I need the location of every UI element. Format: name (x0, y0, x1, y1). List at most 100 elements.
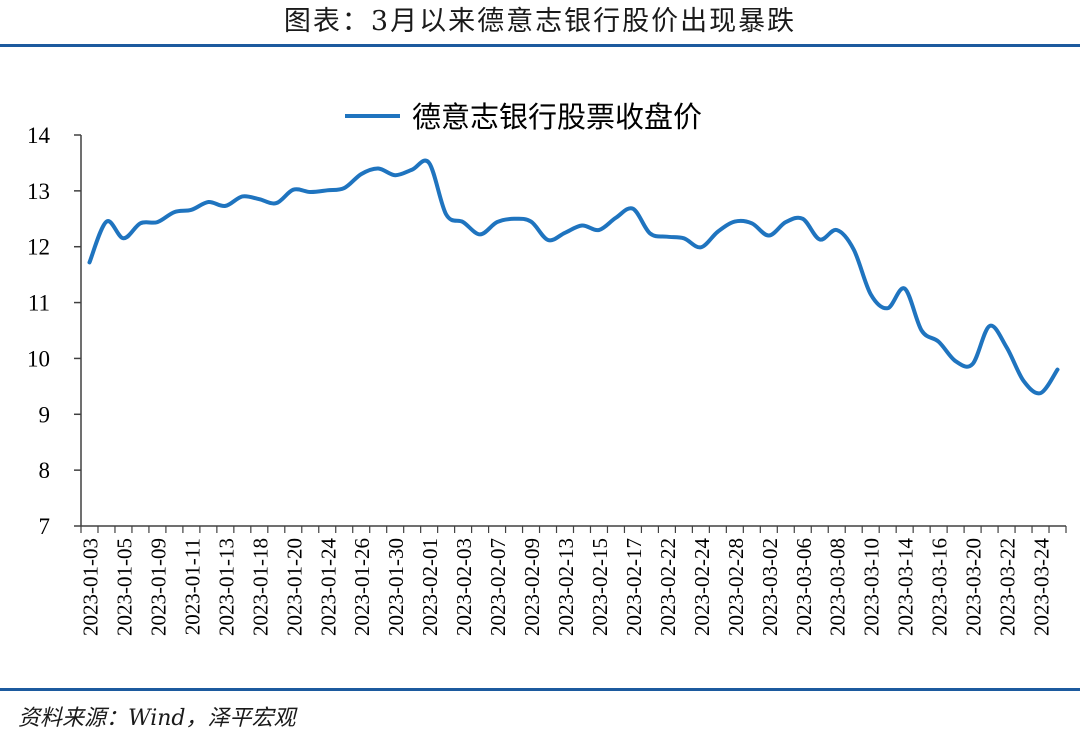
data-point (700, 246, 702, 248)
x-tick-label: 2023-01-18 (248, 538, 272, 636)
source-note: 资料来源：Wind，泽平宏观 (18, 706, 296, 731)
data-point (241, 195, 243, 197)
x-tick-label: 2023-02-22 (656, 538, 680, 636)
data-point (326, 189, 328, 191)
data-point (530, 221, 532, 223)
y-tick-label: 13 (27, 179, 50, 204)
x-tick-label: 2023-03-14 (894, 538, 918, 636)
y-tick-label: 8 (39, 458, 51, 483)
x-tick-label: 2023-01-05 (112, 538, 136, 636)
data-point (785, 221, 787, 223)
data-point (564, 232, 566, 234)
y-tick-label: 9 (39, 402, 51, 427)
data-point (1022, 380, 1025, 382)
data-point (105, 221, 108, 223)
data-point (649, 232, 651, 234)
x-tick-label: 2023-02-28 (724, 538, 748, 636)
x-axis-ticks: 2023-01-03 2023-01-05 2023-01-09 2023-01-11… (78, 526, 1067, 636)
data-point (615, 217, 617, 219)
data-point (734, 221, 736, 223)
data-point (343, 187, 345, 189)
data-point (921, 329, 923, 332)
top-rule (0, 44, 1080, 47)
x-tick-label: 2023-01-03 (78, 538, 102, 636)
data-point (156, 221, 158, 223)
data-point (428, 162, 430, 164)
x-tick-label: 2023-01-09 (146, 538, 170, 636)
x-tick-label: 2023-02-09 (520, 538, 544, 636)
x-tick-label: 2023-03-08 (826, 538, 850, 636)
data-point (411, 169, 413, 171)
x-tick-label: 2023-03-10 (860, 538, 884, 636)
x-tick-label: 2023-02-24 (690, 538, 714, 636)
data-point (513, 218, 515, 220)
x-tick-label: 2023-01-20 (282, 538, 306, 636)
x-tick-label: 2023-02-07 (486, 538, 510, 636)
data-point (462, 221, 464, 223)
data-point (479, 233, 481, 235)
data-point (598, 229, 600, 231)
data-point (173, 211, 175, 213)
chart-series (87, 158, 1060, 396)
x-tick-label: 2023-01-13 (214, 538, 238, 636)
x-tick-label: 2023-01-30 (384, 538, 408, 636)
data-point (224, 205, 226, 207)
x-tick-label: 2023-03-16 (928, 538, 952, 636)
data-point (989, 325, 991, 327)
data-point (666, 236, 668, 238)
data-point (802, 218, 804, 220)
x-tick-label: 2023-03-02 (758, 538, 782, 636)
y-tick-label: 7 (39, 514, 51, 539)
series-line (87, 158, 1060, 396)
y-tick-label: 14 (27, 123, 51, 148)
bottom-rule (0, 688, 1080, 691)
x-tick-label: 2023-01-11 (180, 538, 204, 635)
chart-axes (80, 135, 1066, 527)
data-point (258, 198, 260, 200)
x-tick-label: 2023-02-03 (452, 538, 476, 636)
chart-legend: 德意志银行股票收盘价 (345, 100, 702, 134)
data-point (581, 224, 583, 227)
data-point (1039, 392, 1042, 394)
data-point (496, 221, 498, 223)
data-point (275, 202, 277, 204)
data-point (1056, 369, 1059, 371)
data-point (717, 231, 719, 233)
x-tick-label: 2023-02-15 (588, 538, 612, 636)
data-point (683, 237, 685, 239)
data-point (938, 341, 940, 343)
page-title: 图表：3月以来德意志银行股价出现暴跌 (283, 6, 797, 37)
data-point (377, 167, 379, 170)
y-tick-label: 11 (28, 291, 50, 316)
x-tick-label: 2023-03-22 (996, 538, 1020, 636)
data-point (751, 222, 753, 224)
x-tick-label: 2023-02-13 (554, 538, 578, 636)
y-tick-label: 12 (27, 235, 50, 260)
x-tick-label: 2023-02-01 (418, 538, 442, 636)
x-tick-label: 2023-03-20 (962, 538, 986, 636)
x-tick-label: 2023-03-06 (792, 538, 816, 636)
data-point (955, 360, 957, 362)
data-point (768, 234, 770, 237)
data-point (139, 222, 141, 224)
x-tick-label: 2023-02-17 (622, 538, 646, 636)
data-point (904, 288, 906, 290)
data-point (207, 201, 209, 203)
data-point (122, 237, 125, 239)
y-tick-label: 10 (27, 346, 50, 371)
data-point (1006, 346, 1008, 348)
data-point (972, 363, 974, 365)
data-point (853, 248, 855, 251)
y-axis-ticks: 7 8 9 10 11 12 13 14 (27, 123, 81, 539)
data-point (309, 191, 311, 193)
data-point (887, 307, 889, 309)
data-point (360, 173, 362, 175)
data-point (547, 239, 549, 241)
legend-label: 德意志银行股票收盘价 (412, 100, 702, 134)
data-point (870, 293, 872, 295)
data-point (190, 209, 192, 211)
x-tick-label: 2023-01-26 (350, 538, 374, 636)
data-point (394, 174, 396, 176)
data-point (819, 238, 821, 241)
